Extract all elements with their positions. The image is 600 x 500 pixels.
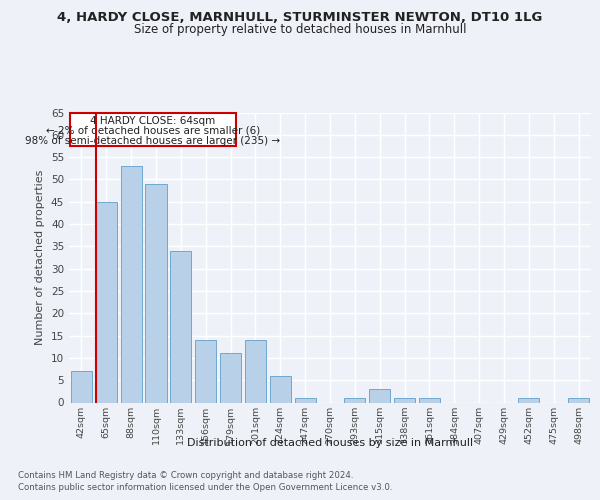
Text: ← 2% of detached houses are smaller (6): ← 2% of detached houses are smaller (6) [46, 126, 260, 136]
Bar [295, 398, 316, 402]
Text: 4, HARDY CLOSE, MARNHULL, STURMINSTER NEWTON, DT10 1LG: 4, HARDY CLOSE, MARNHULL, STURMINSTER NE… [58, 11, 542, 24]
Bar [170, 251, 191, 402]
Text: Size of property relative to detached houses in Marnhull: Size of property relative to detached ho… [134, 24, 466, 36]
Bar [96, 202, 117, 402]
Bar [245, 340, 266, 402]
Text: Distribution of detached houses by size in Marnhull: Distribution of detached houses by size … [187, 438, 473, 448]
Bar [145, 184, 167, 402]
Text: Contains public sector information licensed under the Open Government Licence v3: Contains public sector information licen… [18, 482, 392, 492]
Text: Contains HM Land Registry data © Crown copyright and database right 2024.: Contains HM Land Registry data © Crown c… [18, 472, 353, 480]
Bar [270, 376, 291, 402]
Bar [121, 166, 142, 402]
Text: 4 HARDY CLOSE: 64sqm: 4 HARDY CLOSE: 64sqm [90, 116, 215, 126]
Bar [71, 372, 92, 402]
Bar [518, 398, 539, 402]
Bar [394, 398, 415, 402]
Bar [220, 354, 241, 403]
Bar [568, 398, 589, 402]
Bar [369, 389, 390, 402]
Y-axis label: Number of detached properties: Number of detached properties [35, 170, 46, 345]
Bar [344, 398, 365, 402]
Bar [419, 398, 440, 402]
Text: 98% of semi-detached houses are larger (235) →: 98% of semi-detached houses are larger (… [25, 136, 280, 146]
Bar [195, 340, 216, 402]
FancyBboxPatch shape [70, 114, 236, 146]
